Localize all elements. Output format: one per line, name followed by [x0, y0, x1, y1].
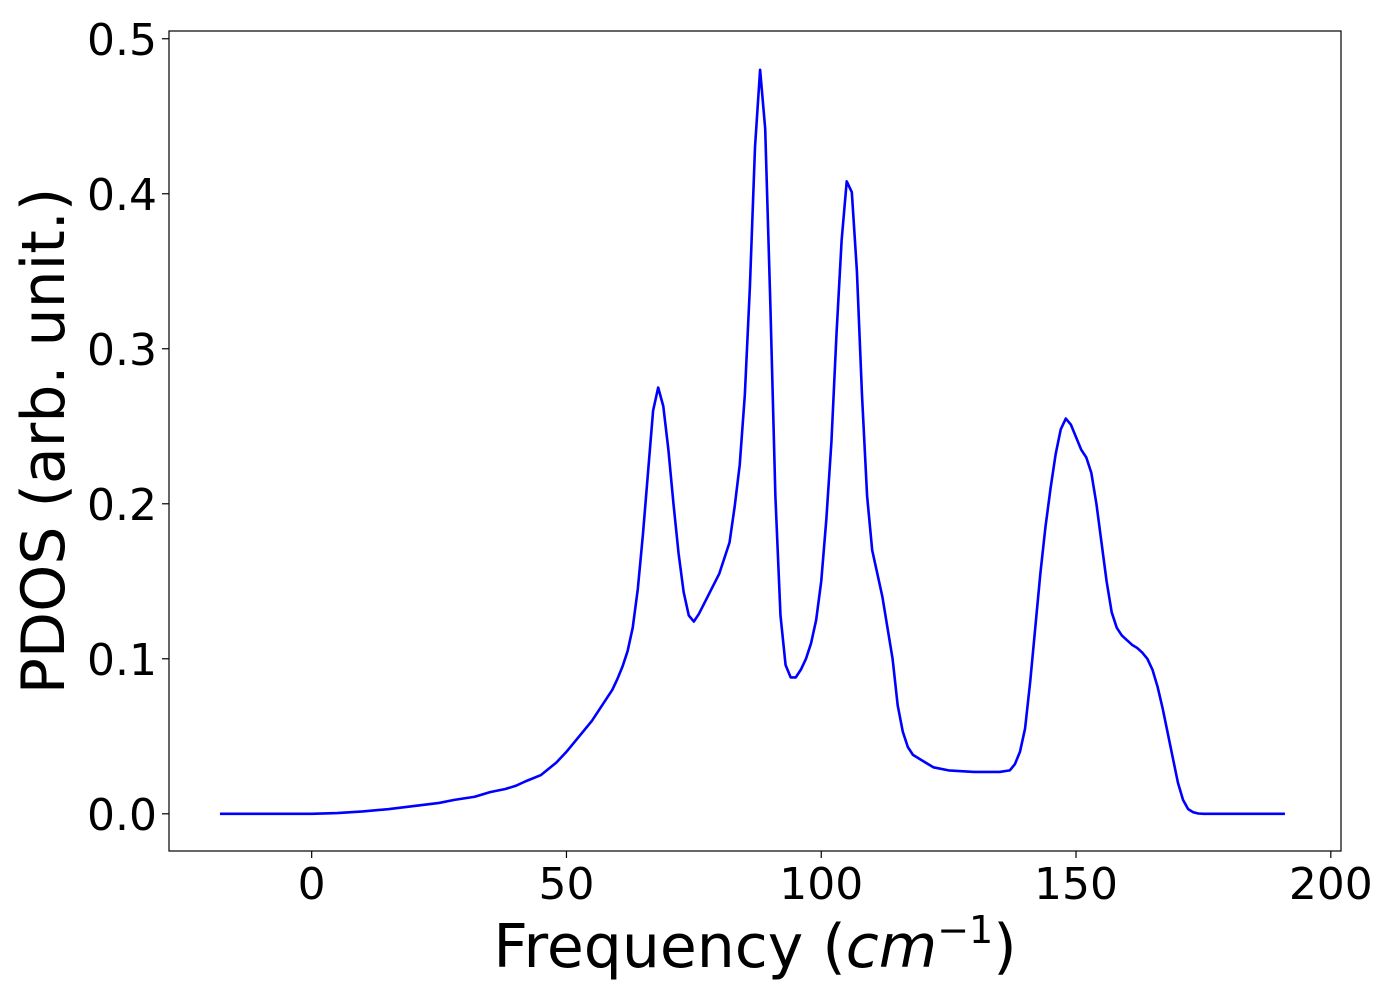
pdos-line: [219, 68, 1285, 816]
x-tick-label: 200: [1289, 859, 1373, 910]
y-tick-label: 0.3: [87, 325, 157, 376]
y-tick-label: 0.2: [87, 480, 157, 531]
x-tick-label: 150: [1034, 859, 1118, 910]
y-axis-title: PDOS (arb. unit.): [9, 188, 79, 695]
x-axis: 0 50 100 150 200: [298, 851, 1373, 910]
x-axis-title: Frequency (cm−1): [493, 908, 1016, 982]
y-tick-label: 0.0: [87, 790, 157, 841]
x-tick-label: 0: [298, 859, 326, 910]
plot-area-frame: [168, 30, 1342, 852]
y-tick-label: 0.1: [87, 635, 157, 686]
y-tick-label: 0.4: [87, 170, 157, 221]
y-axis: 0.0 0.1 0.2 0.3 0.4 0.5: [87, 15, 169, 841]
x-tick-label: 50: [538, 859, 594, 910]
y-tick-label: 0.5: [87, 15, 157, 66]
x-tick-label: 100: [779, 859, 863, 910]
